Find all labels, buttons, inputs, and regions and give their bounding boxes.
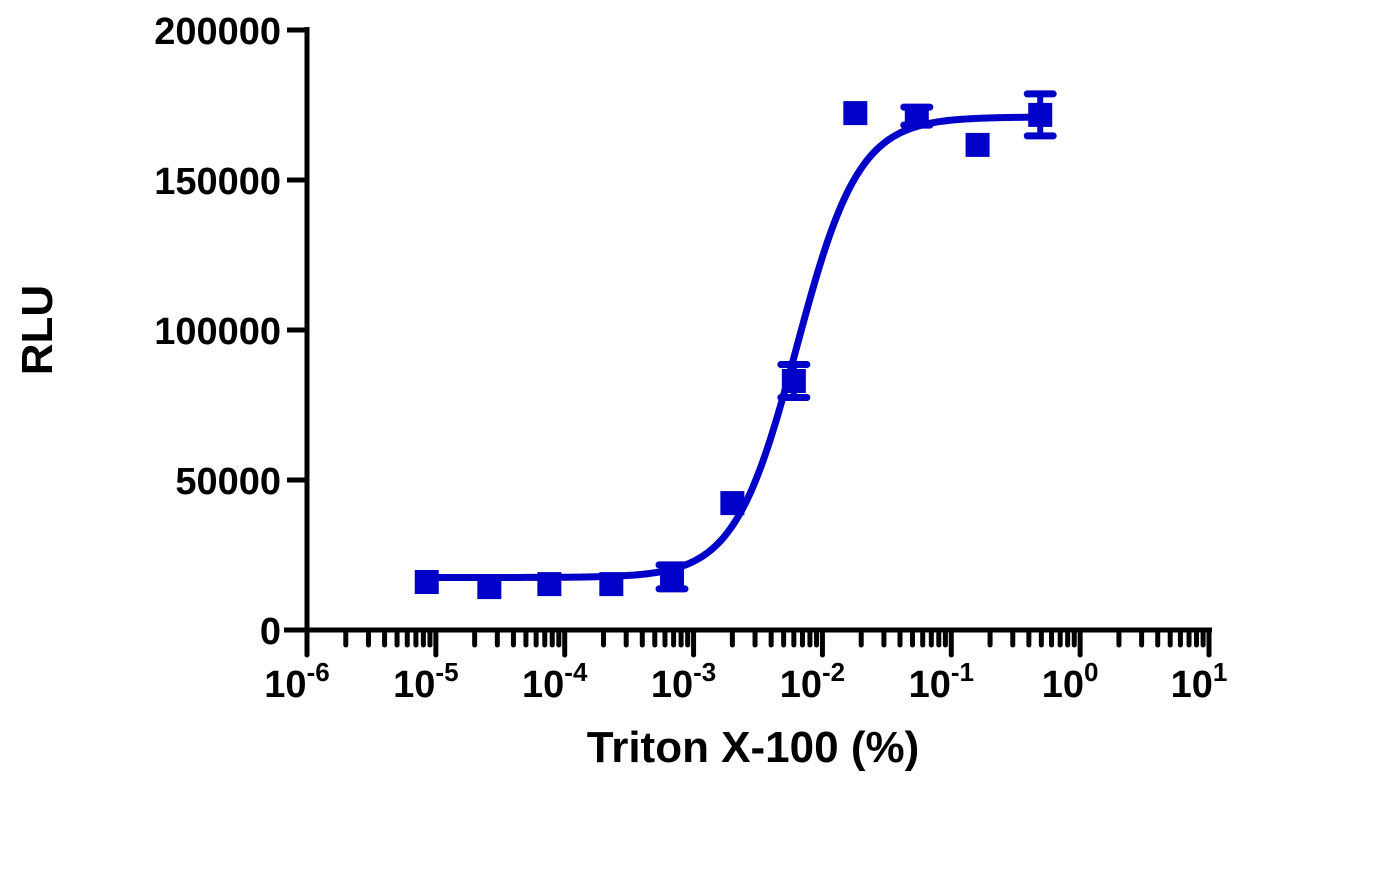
- y-tick-label: 100000: [154, 311, 281, 353]
- x-tick-label: 101: [1171, 657, 1228, 706]
- square-marker: [781, 369, 806, 393]
- axes: [284, 27, 1212, 634]
- x-tick-label: 100: [1042, 657, 1099, 706]
- y-tick-label: 150000: [154, 161, 281, 203]
- x-tick-label: 10-1: [909, 657, 974, 706]
- square-marker: [843, 101, 868, 126]
- square-marker: [659, 564, 684, 589]
- x-tick-label: 10-5: [393, 657, 458, 706]
- y-axis-ticks: 0 50000 100000 150000 200000: [154, 11, 307, 653]
- square-marker: [477, 575, 502, 600]
- x-axis-title: Triton X-100 (%): [587, 723, 920, 772]
- square-marker: [537, 572, 562, 597]
- x-tick-label: 10-3: [651, 657, 716, 706]
- y-tick-label: 50000: [175, 461, 281, 503]
- square-marker: [599, 572, 624, 597]
- sigmoid-fit-line: [423, 113, 1044, 581]
- data-points: [414, 90, 1057, 600]
- x-tick-label: 10-6: [264, 657, 329, 706]
- x-axis-ticks: 10-6 10-5 10-4 10-3 10-2 10-1 100 101: [264, 627, 1228, 706]
- y-axis-title: RLU: [13, 285, 62, 375]
- y-tick-label: 200000: [154, 11, 281, 53]
- x-tick-label: 10-2: [780, 657, 845, 706]
- y-tick-label: 0: [260, 611, 281, 653]
- square-marker: [414, 570, 439, 594]
- square-marker: [1028, 102, 1053, 127]
- square-marker: [904, 104, 929, 129]
- x-tick-label: 10-4: [522, 657, 588, 706]
- square-marker: [720, 491, 745, 516]
- square-marker: [965, 132, 990, 157]
- fit-curve: [423, 113, 1044, 581]
